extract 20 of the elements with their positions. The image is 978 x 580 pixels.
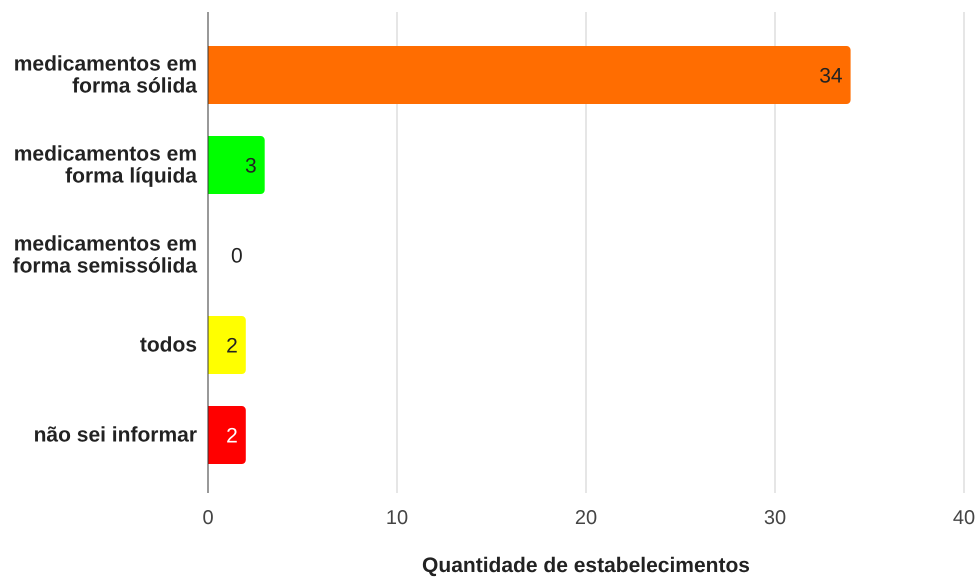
x-tick-label: 40 xyxy=(952,507,976,530)
x-tick-label: 20 xyxy=(574,507,598,530)
y-tick-label: não sei informar xyxy=(34,423,197,446)
y-tick-label: medicamentos em forma sólida xyxy=(14,52,198,98)
y-tick-label: todos xyxy=(140,333,197,356)
bar xyxy=(208,46,851,104)
data-label: 0 xyxy=(231,244,243,268)
x-axis-title: Quantidade de estabelecimentos xyxy=(422,554,750,577)
x-tick-label: 30 xyxy=(764,507,786,530)
bar xyxy=(208,406,246,464)
y-tick-label: medicamentos em forma líquida xyxy=(14,142,198,188)
data-label: 3 xyxy=(245,154,257,178)
data-label: 2 xyxy=(226,424,238,448)
bar xyxy=(208,136,265,194)
y-tick-label: medicamentos em forma semissólida xyxy=(12,232,198,278)
data-label: 34 xyxy=(819,64,843,88)
data-label: 2 xyxy=(226,334,238,358)
x-tick-label: 0 xyxy=(202,507,214,530)
x-tick-label: 10 xyxy=(386,507,408,530)
bar xyxy=(208,316,246,374)
